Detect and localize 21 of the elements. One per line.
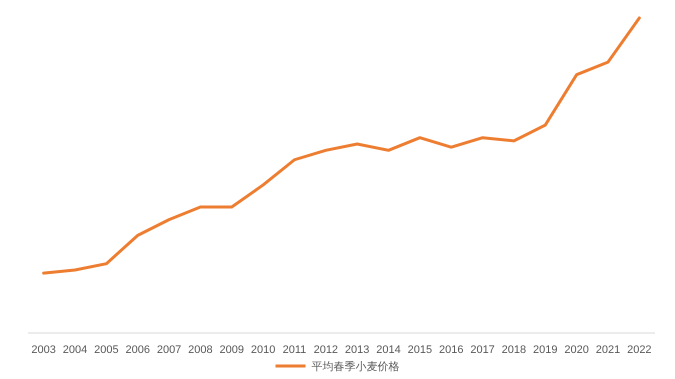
x-tick-label: 2014 xyxy=(376,344,401,356)
x-tick-label: 2020 xyxy=(564,344,589,356)
x-tick-label: 2016 xyxy=(438,344,464,356)
x-tick-label: 2005 xyxy=(94,344,119,356)
x-tick-label: 2021 xyxy=(596,344,620,356)
x-tick-label: 2018 xyxy=(502,344,526,356)
x-tick-label: 2011 xyxy=(282,344,306,356)
legend-label: 平均春季小麦价格 xyxy=(312,360,400,373)
x-tick-label: 2004 xyxy=(62,344,88,356)
x-tick-label: 2007 xyxy=(156,344,182,356)
x-tick-label: 2003 xyxy=(31,344,56,356)
x-tick-label: 2006 xyxy=(125,344,150,356)
x-tick-label: 2010 xyxy=(250,344,276,356)
x-tick-label: 2013 xyxy=(344,344,370,356)
x-tick-label: 2012 xyxy=(314,344,338,356)
x-tick-label: 2009 xyxy=(220,344,244,356)
x-tick-label: 2017 xyxy=(470,344,495,356)
x-tick-label: 2015 xyxy=(408,344,432,356)
x-tick-label: 2008 xyxy=(188,344,213,356)
x-tick-label: 2019 xyxy=(533,344,558,356)
x-tick-label: 2022 xyxy=(627,344,652,356)
